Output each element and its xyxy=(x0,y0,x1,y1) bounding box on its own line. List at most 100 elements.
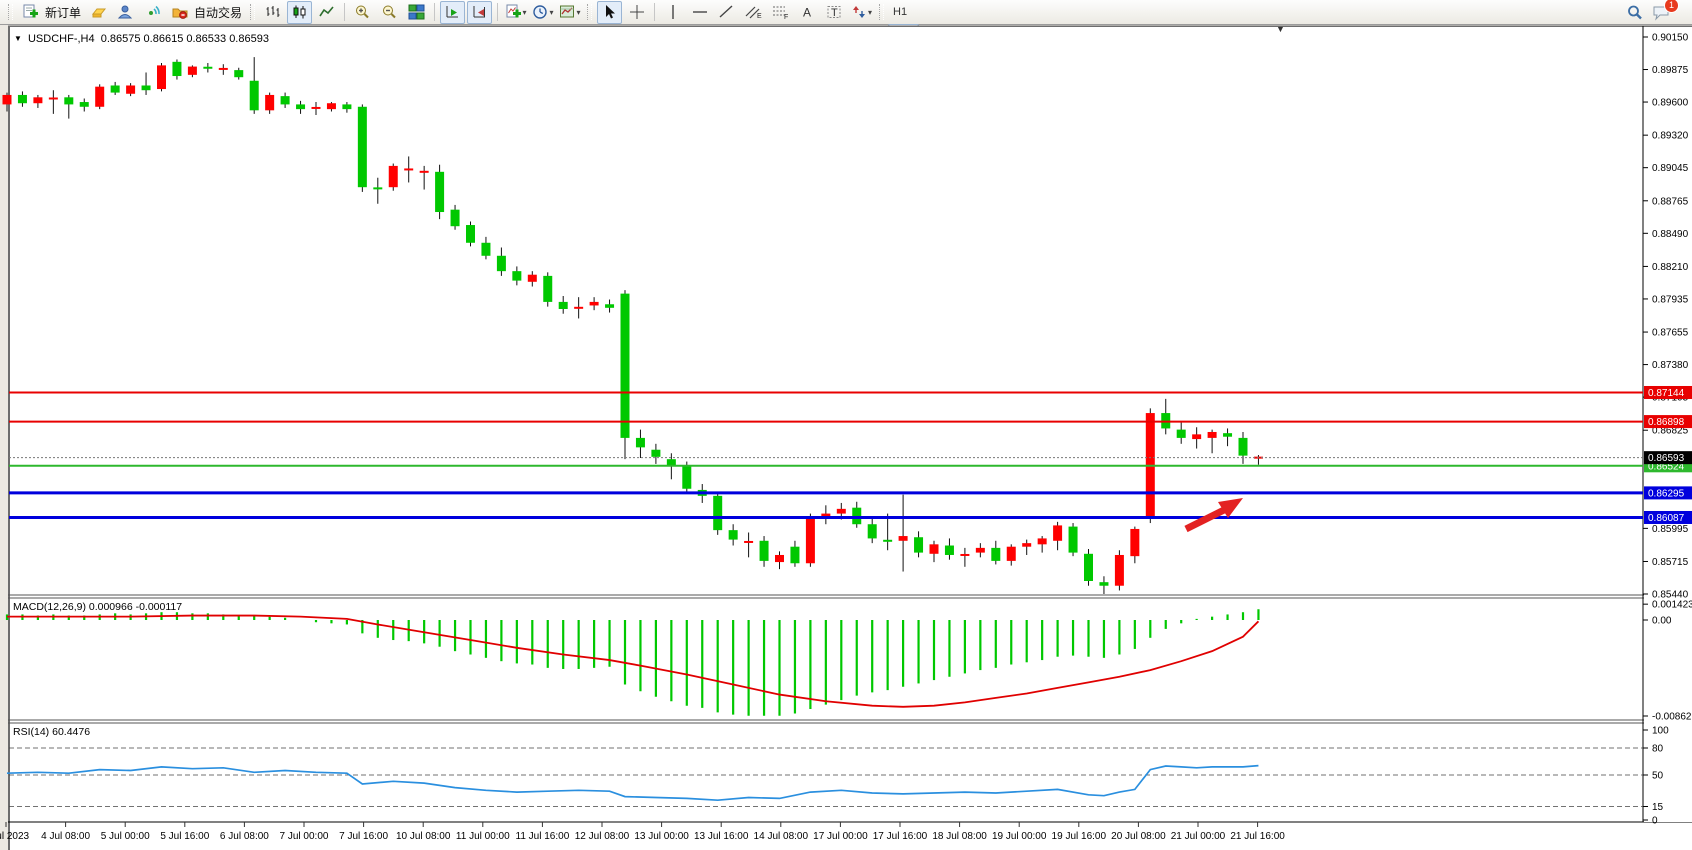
auto-scroll-button[interactable] xyxy=(440,0,466,24)
date-tick-label: 19 Jul 00:00 xyxy=(992,831,1047,842)
price-tick-label: 0.89600 xyxy=(1652,98,1689,109)
new-order-button[interactable] xyxy=(18,1,43,24)
templates-button[interactable]: ▾ xyxy=(557,1,582,24)
bar-chart-button[interactable] xyxy=(260,1,285,24)
horizontal-line-button[interactable] xyxy=(687,1,712,24)
candle-body xyxy=(450,209,460,227)
price-tick-label: 0.89320 xyxy=(1652,131,1689,142)
text-label-button[interactable]: T xyxy=(822,1,847,24)
zoom-in-icon xyxy=(356,5,369,19)
new-order-label[interactable]: 新订单 xyxy=(45,5,82,20)
candle-body xyxy=(1207,431,1217,438)
macd-signal-line xyxy=(7,614,1260,708)
signal-icon xyxy=(149,5,160,15)
candle-body xyxy=(17,94,27,104)
market-watch-button[interactable] xyxy=(86,1,111,24)
toolbar-grip-2[interactable] xyxy=(250,4,256,20)
line-chart-button[interactable] xyxy=(314,1,339,24)
candle-body xyxy=(1037,538,1047,545)
candle-body xyxy=(1238,437,1248,456)
candlestick-chart-button[interactable] xyxy=(287,0,313,24)
annotation-arrow-shaft[interactable] xyxy=(1184,504,1230,533)
current-price-tag: 0.86593 xyxy=(1648,453,1685,464)
timeframe-button-H1[interactable]: H1 xyxy=(893,6,908,18)
candle-body xyxy=(759,540,769,561)
chart-shift-button[interactable] xyxy=(467,0,493,24)
signal-button[interactable] xyxy=(140,1,165,24)
candle-body xyxy=(975,547,985,553)
indicators-button[interactable]: ▾ xyxy=(503,1,528,24)
candle-body xyxy=(187,66,197,75)
chart-window xyxy=(8,26,1692,850)
cursor-button[interactable] xyxy=(597,0,623,24)
candle-body xyxy=(79,102,89,107)
search-button[interactable] xyxy=(1622,1,1647,24)
candle-body xyxy=(466,225,475,243)
toolbar-grip-3[interactable] xyxy=(587,4,593,20)
arrows-button[interactable]: ▾ xyxy=(849,1,874,24)
toolbar-grip-4[interactable] xyxy=(879,4,885,20)
auto-trading-button[interactable] xyxy=(167,1,192,24)
date-tick-label: 11 Jul 00:00 xyxy=(456,831,510,842)
price-tick-label: 0.89045 xyxy=(1652,163,1689,174)
price-tick-label: 0.87380 xyxy=(1652,360,1689,371)
candle-body xyxy=(110,85,120,93)
candle-body xyxy=(1192,434,1202,440)
profile-icon xyxy=(117,5,133,19)
candle-body xyxy=(496,255,506,272)
line-chart-icon xyxy=(319,6,334,17)
fibonacci-button[interactable]: F xyxy=(768,1,793,24)
rsi-line xyxy=(6,764,1259,802)
gold-bar-icon xyxy=(91,8,106,18)
candle-body xyxy=(481,242,491,256)
vertical-line-icon xyxy=(671,5,674,19)
price-tick-label: 0.87655 xyxy=(1652,328,1689,339)
tile-windows-button[interactable] xyxy=(404,1,429,24)
candle-body xyxy=(1084,553,1093,581)
indicators-icon xyxy=(506,4,521,18)
text-icon: A xyxy=(803,6,811,20)
annotation-arrow-head[interactable] xyxy=(1218,498,1243,518)
profile-button[interactable] xyxy=(113,1,138,24)
notifications-button[interactable]: 1 xyxy=(1649,0,1679,24)
date-tick-label: 5 Jul 00:00 xyxy=(101,831,150,842)
candle-body xyxy=(1130,528,1140,557)
auto-trading-label[interactable]: 自动交易 xyxy=(194,5,243,20)
cursor-icon xyxy=(606,5,616,19)
search-icon xyxy=(1627,5,1642,19)
arrows-icon xyxy=(853,6,866,18)
candle-body xyxy=(33,97,43,104)
candle-body xyxy=(1022,543,1032,547)
candle-body xyxy=(527,274,537,282)
candle-body xyxy=(1099,582,1109,586)
price-tick-label: 0.85995 xyxy=(1652,524,1689,535)
price-tick-label: 0.85440 xyxy=(1652,590,1689,601)
zoom-out-button[interactable] xyxy=(377,1,402,24)
candle-body xyxy=(775,554,784,563)
chevron-down-icon: ▾ xyxy=(576,7,581,17)
periods-button[interactable]: ▾ xyxy=(530,1,555,24)
candle-body xyxy=(95,86,105,107)
rsi-tick-label: 100 xyxy=(1652,726,1669,737)
candle-body xyxy=(234,70,244,78)
crosshair-button[interactable] xyxy=(624,1,649,24)
candle-body xyxy=(1053,525,1063,541)
date-tick-label: 3 Jul 2023 xyxy=(0,831,30,842)
candle-body xyxy=(867,524,877,539)
toolbar-grip[interactable] xyxy=(8,4,13,20)
chevron-down-icon: ▾ xyxy=(522,7,527,17)
candle-body xyxy=(64,97,74,105)
date-tick-label: 10 Jul 08:00 xyxy=(396,831,451,842)
candle-body xyxy=(2,94,12,105)
chevron-down-icon: ▾ xyxy=(868,7,873,17)
trendline-button[interactable] xyxy=(714,1,739,24)
vertical-line-button[interactable] xyxy=(660,1,685,24)
candle-body xyxy=(620,293,630,438)
price-tick-label: 0.85715 xyxy=(1652,557,1689,568)
text-button[interactable]: A xyxy=(795,1,820,24)
channel-icon: E xyxy=(745,6,762,20)
candle-body xyxy=(280,96,290,105)
zoom-in-button[interactable] xyxy=(350,1,375,24)
notification-badge: 1 xyxy=(1664,0,1679,13)
equidistant-channel-button[interactable]: E xyxy=(741,1,766,24)
